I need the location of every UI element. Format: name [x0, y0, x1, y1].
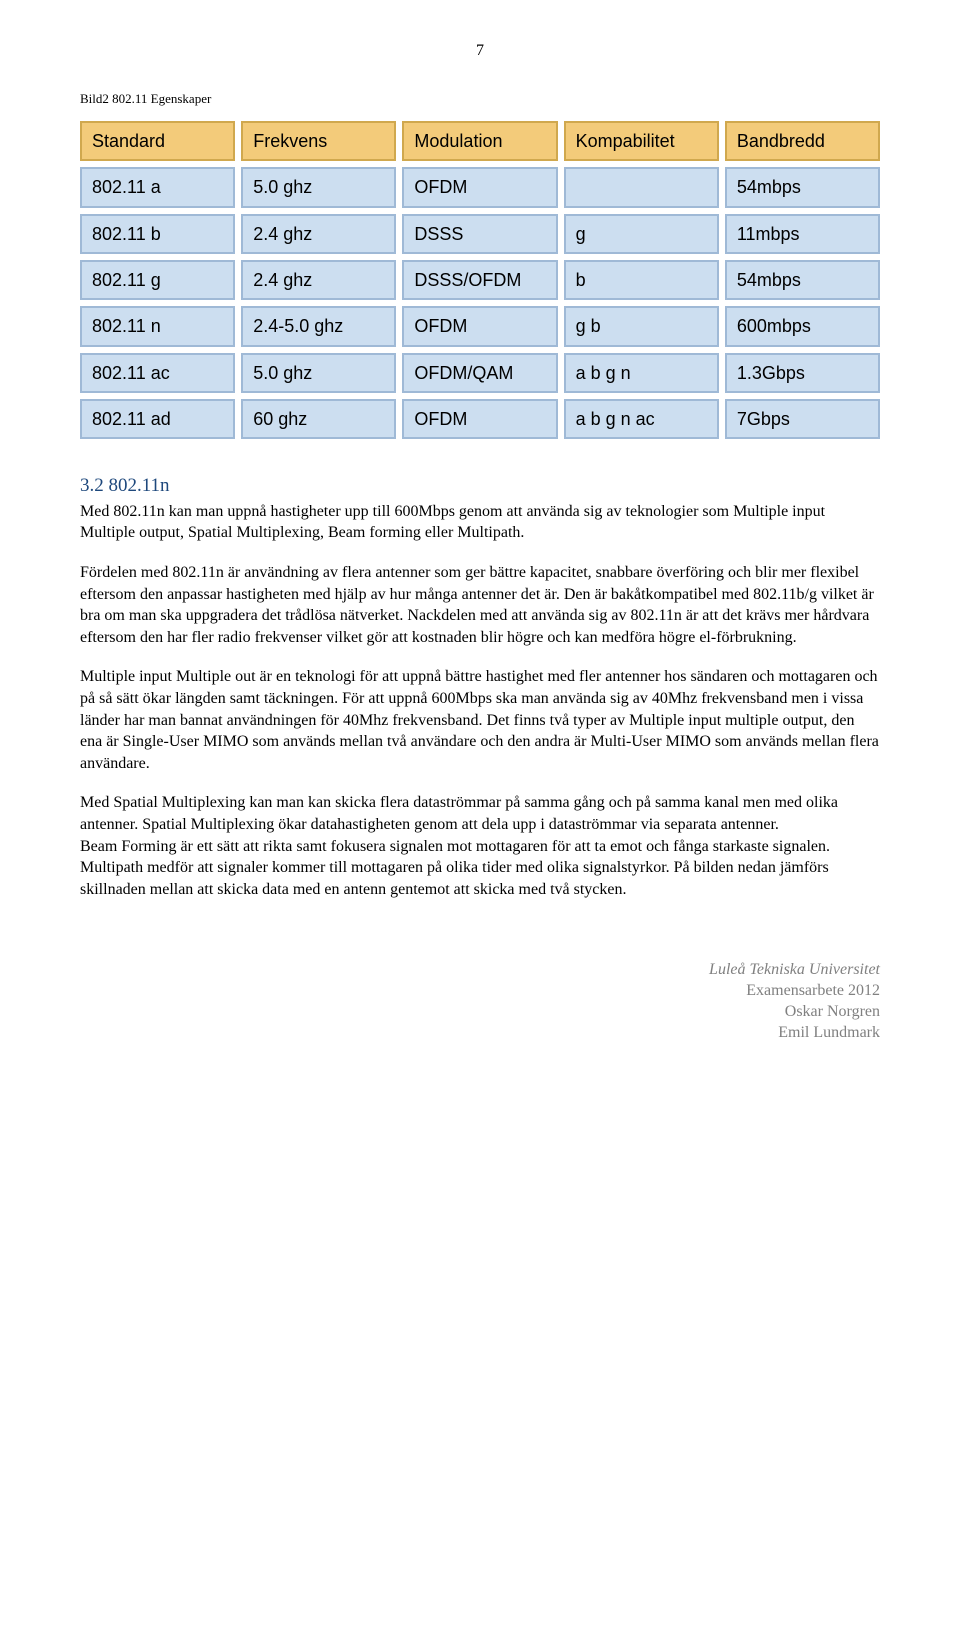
table-header-cell: Bandbredd — [725, 121, 880, 161]
table-cell: 600mbps — [725, 306, 880, 346]
table-row: 802.11 b2.4 ghzDSSSg11mbps — [80, 214, 880, 254]
table-cell: b — [564, 260, 719, 300]
footer-thesis: Examensarbete 2012 — [80, 981, 880, 1002]
table-row: 802.11 ad60 ghzOFDMa b g n ac7Gbps — [80, 399, 880, 439]
table-cell: 54mbps — [725, 260, 880, 300]
table-cell: 54mbps — [725, 167, 880, 207]
table-cell: 802.11 ac — [80, 353, 235, 393]
table-cell: OFDM — [402, 306, 557, 346]
table-cell: 5.0 ghz — [241, 353, 396, 393]
table-cell: 802.11 a — [80, 167, 235, 207]
table-cell: 2.4 ghz — [241, 260, 396, 300]
table-cell: a b g n ac — [564, 399, 719, 439]
wifi-standards-table: StandardFrekvensModulationKompabilitetBa… — [80, 121, 880, 439]
footer-university: Luleå Tekniska Universitet — [80, 960, 880, 981]
table-cell: OFDM/QAM — [402, 353, 557, 393]
table-row: 802.11 ac5.0 ghzOFDM/QAMa b g n1.3Gbps — [80, 353, 880, 393]
table-cell: OFDM — [402, 399, 557, 439]
table-cell: 802.11 g — [80, 260, 235, 300]
table-cell: a b g n — [564, 353, 719, 393]
table-cell: 802.11 n — [80, 306, 235, 346]
table-header-row: StandardFrekvensModulationKompabilitetBa… — [80, 121, 880, 161]
table-cell: 5.0 ghz — [241, 167, 396, 207]
table-cell: DSSS/OFDM — [402, 260, 557, 300]
table-cell: OFDM — [402, 167, 557, 207]
table-cell: g b — [564, 306, 719, 346]
table-header-cell: Frekvens — [241, 121, 396, 161]
footer-author-1: Oskar Norgren — [80, 1002, 880, 1023]
table-header-cell: Standard — [80, 121, 235, 161]
paragraph-2: Fördelen med 802.11n är användning av fl… — [80, 562, 880, 648]
paragraph-3: Multiple input Multiple out är en teknol… — [80, 666, 880, 774]
section-title: 802.11n — [109, 475, 170, 496]
table-header-cell: Modulation — [402, 121, 557, 161]
table-header-cell: Kompabilitet — [564, 121, 719, 161]
table-row: 802.11 g2.4 ghzDSSS/OFDMb54mbps — [80, 260, 880, 300]
page-number: 7 — [80, 40, 880, 62]
table-row: 802.11 a5.0 ghzOFDM 54mbps — [80, 167, 880, 207]
table-cell: 1.3Gbps — [725, 353, 880, 393]
table-cell: 802.11 ad — [80, 399, 235, 439]
table-cell — [564, 167, 719, 207]
table-row: 802.11 n2.4-5.0 ghzOFDMg b600mbps — [80, 306, 880, 346]
table-cell: 7Gbps — [725, 399, 880, 439]
paragraph-4: Med Spatial Multiplexing kan man kan ski… — [80, 792, 880, 900]
table-cell: 11mbps — [725, 214, 880, 254]
table-cell: 802.11 b — [80, 214, 235, 254]
table-cell: DSSS — [402, 214, 557, 254]
paragraph-1: Med 802.11n kan man uppnå hastigheter up… — [80, 501, 880, 544]
table-cell: 60 ghz — [241, 399, 396, 439]
table-cell: 2.4 ghz — [241, 214, 396, 254]
section-number: 3.2 — [80, 475, 104, 496]
figure-caption: Bild2 802.11 Egenskaper — [80, 90, 880, 108]
table-cell: g — [564, 214, 719, 254]
page-footer: Luleå Tekniska Universitet Examensarbete… — [80, 960, 880, 1043]
table-cell: 2.4-5.0 ghz — [241, 306, 396, 346]
footer-author-2: Emil Lundmark — [80, 1023, 880, 1044]
section-heading: 3.2 802.11n — [80, 473, 880, 499]
